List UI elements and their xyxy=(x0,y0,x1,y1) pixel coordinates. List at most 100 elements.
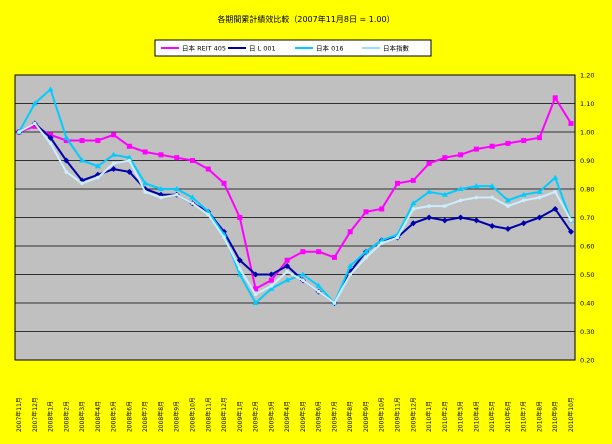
data-point xyxy=(426,188,433,194)
data-point xyxy=(80,181,84,186)
x-tick-label: 2009年11月 xyxy=(394,397,402,432)
x-tick-label: 2009年1月 xyxy=(236,401,244,432)
data-point xyxy=(111,132,117,138)
data-point xyxy=(47,134,54,141)
data-point xyxy=(110,151,117,157)
data-point xyxy=(142,180,149,186)
x-tick-label: 2010年6月 xyxy=(504,401,512,432)
series-line xyxy=(18,122,572,304)
data-point xyxy=(474,195,479,200)
data-point xyxy=(269,284,274,288)
x-tick-label: 2008年4月 xyxy=(94,401,102,432)
data-point xyxy=(205,166,211,172)
legend-label: 日本指數 xyxy=(383,44,410,53)
legend-box xyxy=(154,39,432,57)
x-tick-label: 2009年9月 xyxy=(362,401,370,432)
x-tick-label: 2008年11月 xyxy=(204,397,212,432)
x-tick-label: 2010年5月 xyxy=(488,401,496,432)
x-tick-label: 2010年3月 xyxy=(457,401,465,432)
data-point xyxy=(284,262,291,269)
data-point xyxy=(253,292,258,297)
data-point xyxy=(473,183,480,189)
data-point xyxy=(426,160,432,166)
data-point xyxy=(285,269,289,274)
data-point xyxy=(410,220,417,227)
x-tick-label: 2010年8月 xyxy=(535,401,543,432)
data-point xyxy=(221,180,227,186)
data-point xyxy=(63,134,70,140)
data-point xyxy=(490,195,494,200)
data-point xyxy=(458,198,463,203)
data-point xyxy=(489,223,496,230)
y-tick-label: 0.80 xyxy=(580,186,594,194)
y-tick-label: 0.90 xyxy=(580,157,594,165)
y-tick-label: 0.50 xyxy=(580,271,594,279)
data-point xyxy=(537,195,542,200)
data-point xyxy=(441,217,448,224)
data-point xyxy=(159,195,163,200)
x-tick-label: 2009年5月 xyxy=(299,401,307,432)
data-point xyxy=(94,163,101,169)
data-point xyxy=(63,157,70,164)
data-point xyxy=(127,158,132,163)
series-line xyxy=(18,96,572,290)
data-point xyxy=(473,146,479,152)
legend-label: 日本 016 xyxy=(316,44,343,53)
data-point xyxy=(568,120,574,126)
chart-title: 各期間累計績效比較（2007年11月8日 = 1.00） xyxy=(217,14,394,24)
x-tick-label: 2010年9月 xyxy=(551,401,559,432)
data-point xyxy=(252,271,259,278)
data-point xyxy=(111,161,116,166)
data-point xyxy=(378,237,385,243)
data-point xyxy=(457,214,464,221)
data-point xyxy=(536,188,543,194)
x-tick-label: 2009年10月 xyxy=(378,397,386,432)
data-point xyxy=(505,140,511,146)
data-point xyxy=(32,121,37,126)
data-point xyxy=(189,194,196,200)
data-point xyxy=(316,289,321,294)
x-tick-label: 2008年2月 xyxy=(62,401,70,432)
data-point xyxy=(536,135,542,141)
data-point xyxy=(174,192,179,197)
data-point xyxy=(63,138,69,144)
data-point xyxy=(506,204,510,208)
x-tick-label: 2007年12月 xyxy=(31,397,39,432)
data-point xyxy=(268,285,275,291)
data-point xyxy=(332,301,337,305)
data-point xyxy=(253,286,259,292)
data-point xyxy=(237,215,243,220)
y-tick-label: 0.40 xyxy=(580,300,594,308)
y-tick-label: 0.20 xyxy=(580,357,594,365)
data-point xyxy=(190,201,195,206)
data-point xyxy=(427,204,431,208)
data-point xyxy=(489,183,496,189)
data-point xyxy=(348,272,353,277)
data-point xyxy=(379,241,384,245)
data-point xyxy=(504,197,511,203)
data-point xyxy=(299,271,306,277)
data-point xyxy=(410,200,417,206)
data-point xyxy=(268,271,275,278)
data-point xyxy=(236,271,243,277)
data-point xyxy=(126,168,133,175)
data-point xyxy=(301,278,305,283)
data-point xyxy=(126,143,132,149)
data-point xyxy=(347,262,354,268)
data-point xyxy=(521,138,527,144)
data-point xyxy=(79,157,86,163)
data-point xyxy=(110,166,117,173)
data-point xyxy=(315,282,322,288)
legend: 日本 REIT 405 日 L 001 日本 016 日本指數 xyxy=(154,39,432,57)
data-point xyxy=(17,130,21,134)
data-point xyxy=(268,277,274,283)
data-point xyxy=(443,204,447,208)
data-point xyxy=(504,225,511,232)
x-tick-label: 2009年7月 xyxy=(330,401,338,432)
data-point xyxy=(252,300,259,305)
x-axis-ticks: 2007年11月 2007年12月 2008年1月 2008年2月 2008年3月 200… xyxy=(15,397,575,432)
data-point xyxy=(489,143,495,149)
data-point xyxy=(238,267,242,271)
